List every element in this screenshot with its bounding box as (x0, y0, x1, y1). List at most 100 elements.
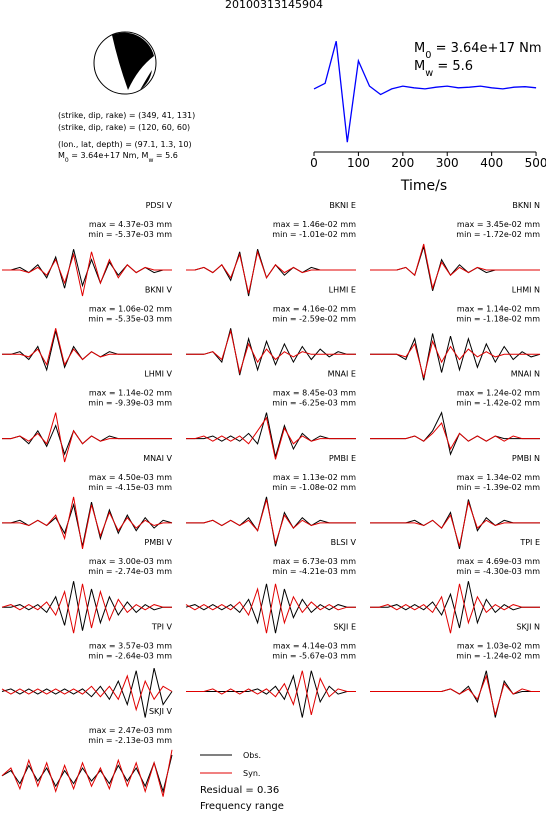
min-label: min = -2.13e-03 mm (88, 736, 172, 745)
residual: Residual = 0.36 (200, 785, 279, 796)
subscript: w (425, 68, 433, 79)
station-label: TPI V (151, 623, 173, 632)
min-label: min = -1.39e-02 mm (456, 483, 540, 492)
min-label: min = -6.25e-03 mm (272, 399, 356, 408)
station-label: BKNI E (329, 201, 356, 210)
max-label: max = 4.69e-03 mm (457, 557, 540, 566)
beachball-lobe (140, 70, 152, 90)
syn-trace (2, 328, 172, 367)
station-label: LHMI N (512, 285, 540, 294)
x-tick-label: 300 (436, 156, 459, 170)
max-label: max = 6.73e-03 mm (273, 557, 356, 566)
obs-trace (186, 670, 356, 718)
legend-label: Obs. (243, 751, 261, 760)
text-run: = 3.64e+17 Nm (431, 41, 541, 56)
stf-line (313, 41, 537, 143)
parameter-line: (lon., lat, depth) = (97.1, 1.3, 10) (58, 140, 192, 149)
x-axis-label: Time/s (400, 178, 447, 194)
syn-trace (2, 496, 172, 549)
max-label: max = 1.06e-02 mm (89, 304, 172, 313)
syn-trace (370, 339, 540, 378)
syn-trace (370, 583, 540, 634)
min-label: min = -2.59e-02 mm (272, 314, 356, 323)
text-run: M (414, 41, 425, 56)
syn-trace (185, 583, 356, 634)
syn-trace (370, 243, 540, 291)
syn-trace (2, 251, 172, 297)
max-label: max = 1.24e-02 mm (457, 389, 540, 398)
min-label: min = -4.15e-03 mm (88, 483, 172, 492)
figure-title: 20100313145904 (225, 0, 323, 11)
min-label: min = -1.18e-02 mm (456, 314, 540, 323)
station-label: MNAI V (143, 454, 172, 463)
max-label: max = 1.03e-02 mm (457, 642, 540, 651)
x-tick-label: 400 (480, 156, 503, 170)
min-label: min = -1.08e-02 mm (272, 483, 356, 492)
moment-line: M0 = 3.64e+17 Nm, Mw = 5.6 (58, 151, 178, 164)
min-label: min = -5.67e-03 mm (272, 652, 356, 661)
subscript: 0 (425, 50, 431, 61)
syn-trace (186, 328, 356, 375)
syn-trace (370, 422, 540, 451)
station-label: PMBI N (512, 454, 540, 463)
text-run: M (414, 59, 425, 74)
subscript: w (148, 157, 153, 164)
min-label: min = -5.37e-03 mm (88, 230, 172, 239)
parameter-line: (strike, dip, rake) = (349, 41, 131) (58, 111, 195, 120)
x-tick-label: 0 (310, 156, 318, 170)
min-label: min = -5.35e-03 mm (88, 314, 172, 323)
max-label: max = 3.57e-03 mm (89, 642, 172, 651)
min-label: min = -4.21e-03 mm (272, 567, 356, 576)
parameter-line: (strike, dip, rake) = (120, 60, 60) (58, 123, 190, 132)
x-tick-label: 200 (391, 156, 414, 170)
text-run: M (58, 151, 65, 160)
syn-trace (186, 249, 356, 294)
station-label: SKJI E (333, 623, 356, 632)
subscript: 0 (65, 157, 69, 164)
text-run: = 3.64e+17 Nm, M (69, 151, 149, 160)
station-label: TPI E (519, 538, 540, 547)
syn-trace (1, 674, 173, 712)
max-label: max = 4.14e-03 mm (273, 642, 356, 651)
station-label: SKJI N (516, 623, 540, 632)
max-label: max = 3.00e-03 mm (89, 557, 172, 566)
station-label: LHMI V (144, 370, 172, 379)
min-label: min = -4.30e-03 mm (456, 567, 540, 576)
min-label: min = -9.39e-03 mm (88, 399, 172, 408)
max-label: max = 2.47e-03 mm (89, 726, 172, 735)
x-tick-label: 100 (347, 156, 370, 170)
station-label: MNAI N (511, 370, 540, 379)
text-run: = 5.6 (153, 151, 178, 160)
station-label: SKJI V (149, 707, 173, 716)
syn-trace (186, 499, 356, 544)
frequency-range: Frequency range (200, 801, 284, 812)
max-label: max = 4.16e-02 mm (273, 304, 356, 313)
annotation: M0 = 3.64e+17 Nm (414, 41, 542, 61)
max-label: max = 4.37e-03 mm (89, 220, 172, 229)
text-run: = 5.6 (433, 59, 473, 74)
max-label: max = 8.45e-03 mm (273, 389, 356, 398)
max-label: max = 1.13e-02 mm (273, 473, 356, 482)
obs-trace (2, 581, 172, 631)
max-label: max = 3.45e-02 mm (457, 220, 540, 229)
max-label: max = 1.14e-02 mm (89, 389, 172, 398)
x-tick-label: 500 (525, 156, 546, 170)
station-label: PMBI E (329, 454, 356, 463)
legend-label: Syn. (243, 769, 260, 778)
syn-trace (370, 674, 540, 716)
station-label: MNAI E (328, 370, 356, 379)
syn-trace (1, 583, 172, 634)
max-label: max = 4.50e-03 mm (89, 473, 172, 482)
min-label: min = -2.74e-03 mm (88, 567, 172, 576)
syn-trace (186, 416, 356, 460)
syn-trace (2, 412, 172, 463)
annotation: Mw = 5.6 (414, 59, 473, 79)
station-label: PMBI V (144, 538, 172, 547)
station-label: LHMI E (329, 285, 356, 294)
station-label: BLSI V (331, 538, 357, 547)
station-label: BKNI V (145, 285, 173, 294)
min-label: min = -1.01e-02 mm (272, 230, 356, 239)
min-label: min = -1.72e-02 mm (456, 230, 540, 239)
